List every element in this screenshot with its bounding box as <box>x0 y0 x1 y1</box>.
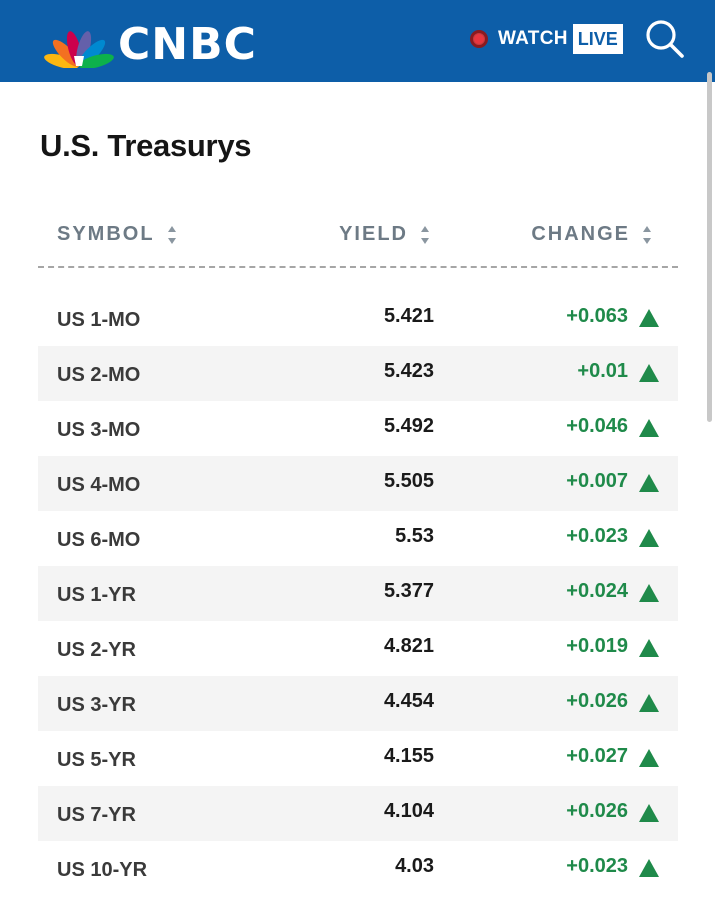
yield-value: 4.454 <box>383 690 434 712</box>
symbol-link[interactable]: US 7-YR <box>57 804 136 826</box>
symbol-link[interactable]: US 1-YR <box>57 584 136 606</box>
yield-value: 4.104 <box>383 800 434 822</box>
logo-wordmark: CNBC <box>118 19 257 70</box>
change-value: +0.024 <box>566 580 628 602</box>
yield-value: 5.377 <box>383 580 434 602</box>
triangle-up-icon <box>639 804 659 822</box>
yield-value: 5.492 <box>383 415 434 437</box>
table-row[interactable]: US 10-YR 4.03 +0.023 <box>38 841 678 896</box>
table-row[interactable]: US 2-MO 5.423 +0.01 <box>38 346 678 401</box>
sort-icon <box>643 225 651 244</box>
change-value: +0.023 <box>566 525 628 547</box>
triangle-up-icon <box>639 859 659 877</box>
table-row[interactable]: US 5-YR 4.155 +0.027 <box>38 731 678 786</box>
symbol-link[interactable]: US 5-YR <box>57 749 136 771</box>
page-title: U.S. Treasurys <box>40 128 252 163</box>
yield-value: 5.53 <box>395 525 434 547</box>
yield-value: 4.821 <box>383 635 434 657</box>
column-header-label: SYMBOL <box>57 223 155 245</box>
triangle-up-icon <box>639 309 659 327</box>
top-navigation-bar: CNBC WATCH LIVE <box>0 0 715 82</box>
change-value: +0.026 <box>566 690 628 712</box>
yield-value: 5.421 <box>383 305 434 327</box>
column-header-label: YIELD <box>339 223 408 245</box>
column-header-symbol[interactable]: SYMBOL <box>57 223 177 246</box>
symbol-link[interactable]: US 2-MO <box>57 364 141 386</box>
triangle-up-icon <box>639 639 659 657</box>
nbc-peacock-icon <box>44 31 114 68</box>
symbol-link[interactable]: US 3-YR <box>57 694 136 716</box>
table-row[interactable]: US 7-YR 4.104 +0.026 <box>38 786 678 841</box>
table-row[interactable]: US 3-YR 4.454 +0.026 <box>38 676 678 731</box>
triangle-up-icon <box>639 364 659 382</box>
triangle-up-icon <box>639 749 659 767</box>
change-value: +0.01 <box>577 360 628 382</box>
triangle-up-icon <box>639 419 659 437</box>
triangle-up-icon <box>639 584 659 602</box>
yield-value: 5.423 <box>383 360 434 382</box>
yield-value: 4.155 <box>383 745 434 767</box>
yield-value: 4.03 <box>395 855 434 877</box>
triangle-up-icon <box>639 474 659 492</box>
triangle-up-icon <box>639 694 659 712</box>
scrollbar[interactable] <box>707 72 712 422</box>
watch-live-button[interactable]: WATCH LIVE <box>470 24 623 54</box>
table-row[interactable]: US 3-MO 5.492 +0.046 <box>38 401 678 456</box>
table-header: SYMBOL YIELD CHANGE <box>38 215 678 255</box>
symbol-link[interactable]: US 1-MO <box>57 309 141 331</box>
yield-value: 5.505 <box>383 470 434 492</box>
symbol-link[interactable]: US 6-MO <box>57 529 141 551</box>
table-row[interactable]: US 1-YR 5.377 +0.024 <box>38 566 678 621</box>
symbol-link[interactable]: US 4-MO <box>57 474 141 496</box>
symbol-link[interactable]: US 3-MO <box>57 419 141 441</box>
change-value: +0.023 <box>566 855 628 877</box>
table-row[interactable]: US 6-MO 5.53 +0.023 <box>38 511 678 566</box>
header-divider <box>38 266 678 268</box>
column-header-label: CHANGE <box>531 223 630 245</box>
live-badge: LIVE <box>572 24 623 54</box>
column-header-yield[interactable]: YIELD <box>339 223 430 246</box>
triangle-up-icon <box>639 529 659 547</box>
table-row[interactable]: US 1-MO 5.421 +0.063 <box>38 291 678 346</box>
table-row[interactable]: US 4-MO 5.505 +0.007 <box>38 456 678 511</box>
change-value: +0.007 <box>566 470 628 492</box>
sort-icon <box>421 225 429 244</box>
change-value: +0.019 <box>566 635 628 657</box>
treasury-table: US 1-MO 5.421 +0.063 US 2-MO 5.423 +0.01… <box>38 291 678 896</box>
sort-icon <box>167 225 176 244</box>
record-dot-icon <box>470 30 488 48</box>
change-value: +0.063 <box>566 305 628 327</box>
watch-label: WATCH <box>498 28 568 49</box>
symbol-link[interactable]: US 2-YR <box>57 639 136 661</box>
symbol-link[interactable]: US 10-YR <box>57 859 148 881</box>
cnbc-logo[interactable]: CNBC <box>44 22 257 68</box>
table-row[interactable]: US 2-YR 4.821 +0.019 <box>38 621 678 676</box>
change-value: +0.027 <box>566 745 628 767</box>
change-value: +0.026 <box>566 800 628 822</box>
column-header-change[interactable]: CHANGE <box>531 223 652 246</box>
change-value: +0.046 <box>566 415 628 437</box>
search-icon[interactable] <box>644 18 686 60</box>
